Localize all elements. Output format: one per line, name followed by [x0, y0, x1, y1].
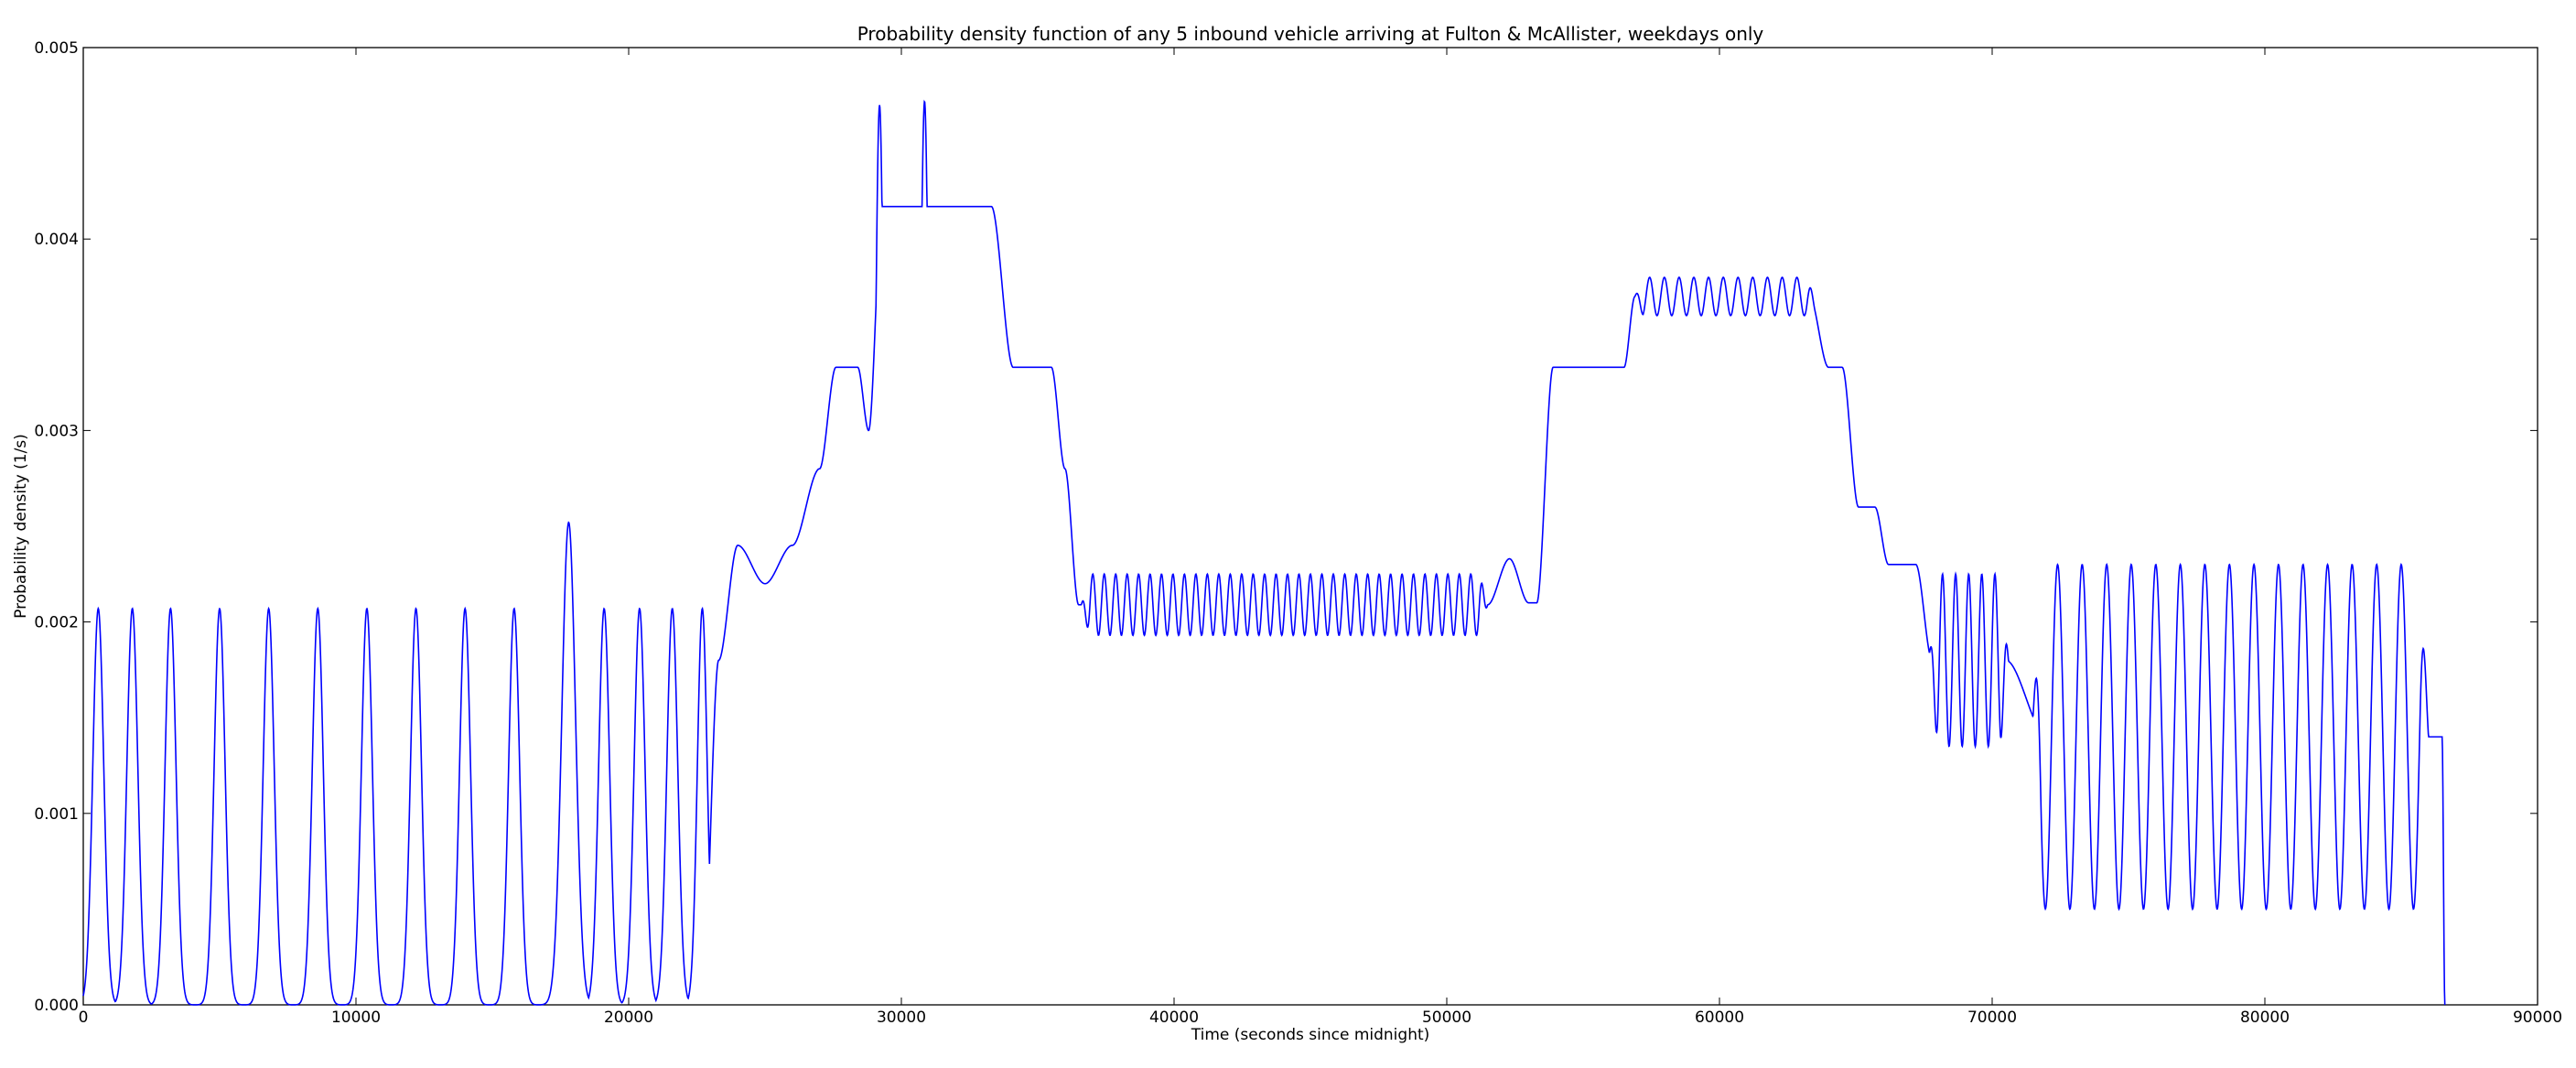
x-axis-ticks: 0 10000 20000 30000 40000 50000 60000 70000 8000… [79, 48, 2562, 1027]
y-axis-ticks: 0.000 0.001 0.002 0.003 0.004 0.005 [34, 39, 2538, 1015]
y-tick-label: 0.000 [34, 997, 79, 1015]
plot-area [82, 47, 2538, 1006]
chart-title: Probability density function of any 5 in… [857, 23, 1764, 45]
y-tick-label: 0.002 [34, 614, 79, 632]
x-tick-label: 30000 [877, 1009, 926, 1027]
x-tick-label: 70000 [1967, 1009, 2017, 1027]
y-tick-label: 0.004 [34, 231, 79, 249]
y-tick-label: 0.003 [34, 422, 79, 440]
x-tick-label: 50000 [1422, 1009, 1471, 1027]
x-tick-label: 20000 [604, 1009, 653, 1027]
plot-frame [82, 47, 2538, 1006]
x-axis-label: Time (seconds since midnight) [1191, 1026, 1430, 1044]
y-tick-label: 0.001 [34, 805, 79, 824]
x-tick-label: 60000 [1695, 1009, 1744, 1027]
x-tick-label: 80000 [2240, 1009, 2290, 1027]
x-tick-label: 40000 [1149, 1009, 1199, 1027]
y-tick-label: 0.005 [34, 39, 79, 58]
x-tick-label: 10000 [331, 1009, 381, 1027]
series-line [82, 99, 2446, 1006]
x-tick-label: 0 [79, 1009, 89, 1027]
x-tick-label: 90000 [2513, 1009, 2562, 1027]
y-axis-label: Probability density (1/s) [12, 434, 30, 619]
